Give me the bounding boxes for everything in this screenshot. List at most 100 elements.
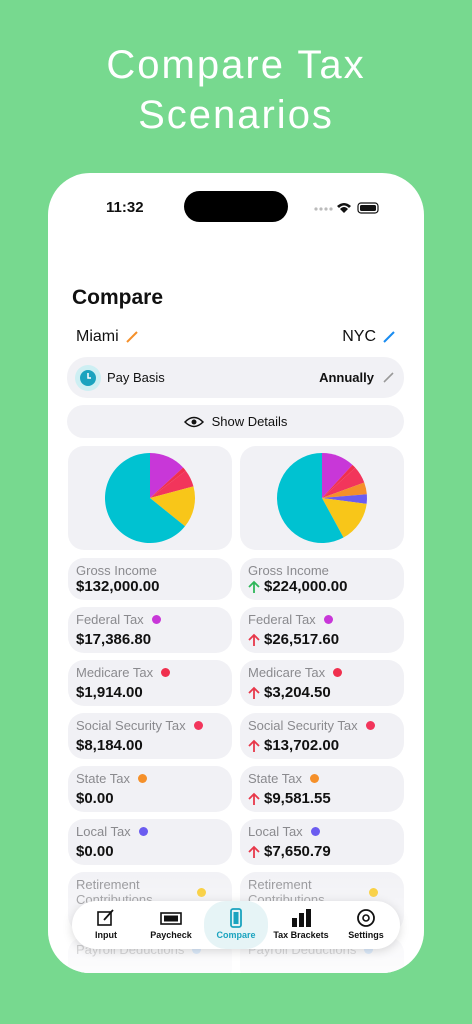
legend-dot	[193, 721, 203, 730]
card-value: $17,386.80	[76, 631, 152, 648]
arrow	[248, 580, 260, 593]
legend-dot	[138, 827, 148, 836]
legend-dot	[161, 668, 171, 677]
pie-slice	[322, 467, 365, 498]
tab-icon	[357, 909, 375, 927]
card-value: $26,517.60	[264, 631, 340, 648]
pie-card	[240, 446, 404, 550]
pie-slice	[322, 498, 367, 538]
dynamic-island	[184, 191, 288, 222]
card-value: $224,000.00	[264, 578, 348, 595]
location[interactable]: Miami	[76, 328, 139, 346]
card-value: $132,000.00	[76, 578, 160, 595]
card-label-text: Federal Tax	[76, 612, 144, 627]
card-label: State Tax	[248, 771, 378, 786]
tab-label: Input	[95, 930, 117, 940]
card-label: Gross Income	[248, 563, 378, 578]
tab[interactable]: Settings	[334, 901, 398, 949]
card-label-text: Medicare Tax	[76, 665, 154, 680]
legend-dot	[151, 615, 161, 624]
arrow	[248, 686, 260, 699]
pie-slice	[277, 453, 344, 543]
pay-basis-row[interactable]: Pay Basis Annually	[67, 357, 404, 398]
pie-slice	[150, 470, 194, 498]
card-value: $13,702.00	[264, 737, 340, 754]
change-arrow	[248, 845, 260, 858]
card-label: Social Security Tax	[248, 718, 378, 733]
pie-slice	[150, 467, 186, 498]
pie-card	[68, 446, 232, 550]
card-label-text: Local Tax	[76, 824, 131, 839]
location-name: NYC	[342, 328, 376, 345]
card-value: $1,914.00	[76, 684, 143, 701]
tab[interactable]: Paycheck	[139, 901, 203, 949]
edit-icon	[383, 331, 395, 343]
location[interactable]: NYC	[342, 328, 396, 346]
arrow	[248, 792, 260, 805]
pie-slice	[322, 494, 367, 504]
value-card: Social Security Tax $8,184.00	[68, 713, 232, 759]
edit-icon	[125, 331, 138, 343]
value-card: Federal Tax $17,386.80	[68, 607, 232, 653]
change-arrow	[248, 686, 260, 699]
card-label: Local Tax	[76, 824, 206, 839]
tab-label: Tax Brackets	[273, 930, 329, 940]
pie-slice	[322, 482, 367, 498]
card-label-text: Medicare Tax	[248, 665, 326, 680]
pencil	[383, 331, 395, 343]
value-card: Local Tax $7,650.79	[240, 819, 404, 865]
status-icons	[314, 202, 379, 214]
tab-label: Compare	[216, 930, 256, 940]
tab-icon	[230, 908, 242, 928]
card-label-text: Local Tax	[248, 824, 303, 839]
change-arrow	[248, 739, 260, 752]
value-card: Social Security Tax $13,702.00	[240, 713, 404, 759]
card-value: $7,650.79	[264, 843, 331, 860]
change-arrow	[248, 792, 260, 805]
card-label: State Tax	[76, 771, 206, 786]
card-label: Medicare Tax	[248, 665, 378, 680]
tab[interactable]: Tax Brackets	[269, 901, 333, 949]
card-label-text: State Tax	[248, 771, 302, 786]
card-label-text: Gross Income	[76, 563, 157, 578]
card-value: $0.00	[76, 843, 114, 860]
pie-chart	[105, 453, 195, 543]
change-arrow	[248, 633, 260, 646]
tab-bar: Input Paycheck Compare Tax Brackets Settings	[72, 901, 400, 949]
value-card: Medicare Tax $1,914.00	[68, 660, 232, 706]
card-value: $0.00	[76, 790, 114, 807]
status-time: 11:32	[106, 199, 144, 216]
card-label: Social Security Tax	[76, 718, 206, 733]
pay-basis-label: Pay Basis	[107, 370, 165, 385]
legend-dot	[310, 827, 320, 836]
value-card: Local Tax $0.00	[68, 819, 232, 865]
card-label: Local Tax	[248, 824, 378, 839]
pie-slice	[150, 486, 195, 527]
edit-icon	[383, 372, 394, 383]
pie-slice	[105, 453, 185, 543]
legend-dot	[365, 721, 375, 730]
pie-chart	[277, 453, 367, 543]
promo-title: Compare Tax Scenarios	[106, 43, 366, 137]
value-card: State Tax $0.00	[68, 766, 232, 812]
pie-slice	[322, 464, 356, 498]
tab[interactable]: Input	[74, 901, 138, 949]
pencil	[125, 331, 138, 343]
arrow	[248, 845, 260, 858]
show-details-button[interactable]: Show Details	[67, 405, 404, 438]
tab-label: Settings	[348, 930, 384, 940]
page-title: Compare	[72, 286, 164, 309]
tab[interactable]: Compare	[204, 901, 268, 949]
tab-icon	[160, 912, 182, 925]
show-details-label: Show Details	[211, 414, 288, 429]
location-name: Miami	[76, 328, 119, 345]
tab-icon	[97, 909, 114, 926]
card-label: Federal Tax	[248, 612, 378, 627]
card-label: Gross Income	[76, 563, 206, 578]
card-label: Federal Tax	[76, 612, 206, 627]
tab-label: Paycheck	[150, 930, 192, 940]
card-value: $3,204.50	[264, 684, 331, 701]
pie-slice	[322, 453, 353, 498]
arrow	[248, 739, 260, 752]
